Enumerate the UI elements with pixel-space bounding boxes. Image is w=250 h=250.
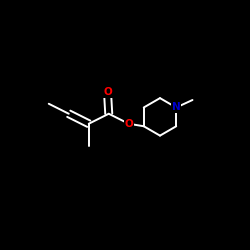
Text: O: O <box>124 119 133 129</box>
Text: O: O <box>103 87 112 97</box>
Text: N: N <box>172 102 180 113</box>
